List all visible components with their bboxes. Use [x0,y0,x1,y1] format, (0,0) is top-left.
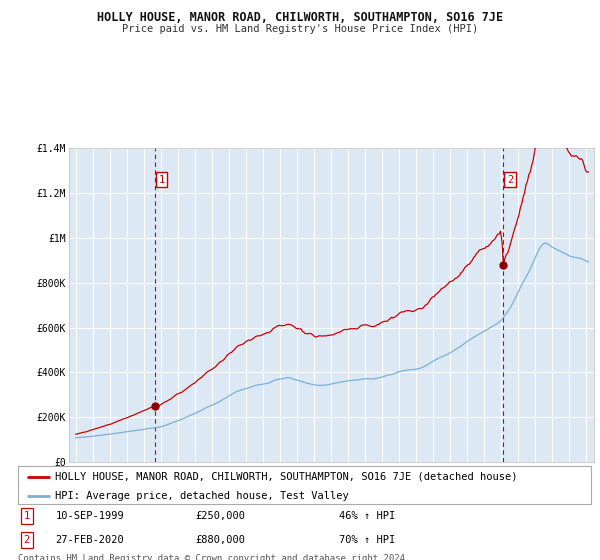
Text: £250,000: £250,000 [196,511,245,521]
Text: HOLLY HOUSE, MANOR ROAD, CHILWORTH, SOUTHAMPTON, SO16 7JE: HOLLY HOUSE, MANOR ROAD, CHILWORTH, SOUT… [97,11,503,24]
Text: HOLLY HOUSE, MANOR ROAD, CHILWORTH, SOUTHAMPTON, SO16 7JE (detached house): HOLLY HOUSE, MANOR ROAD, CHILWORTH, SOUT… [55,472,518,482]
Text: 46% ↑ HPI: 46% ↑ HPI [339,511,395,521]
Text: 1: 1 [23,511,30,521]
Text: 70% ↑ HPI: 70% ↑ HPI [339,535,395,545]
Text: Price paid vs. HM Land Registry's House Price Index (HPI): Price paid vs. HM Land Registry's House … [122,24,478,34]
Text: £880,000: £880,000 [196,535,245,545]
Text: 2: 2 [507,175,513,185]
Text: 2: 2 [23,535,30,545]
Text: 10-SEP-1999: 10-SEP-1999 [55,511,124,521]
Text: 27-FEB-2020: 27-FEB-2020 [55,535,124,545]
Text: Contains HM Land Registry data © Crown copyright and database right 2024.
This d: Contains HM Land Registry data © Crown c… [18,554,410,560]
Text: HPI: Average price, detached house, Test Valley: HPI: Average price, detached house, Test… [55,491,349,501]
Text: 1: 1 [158,175,165,185]
